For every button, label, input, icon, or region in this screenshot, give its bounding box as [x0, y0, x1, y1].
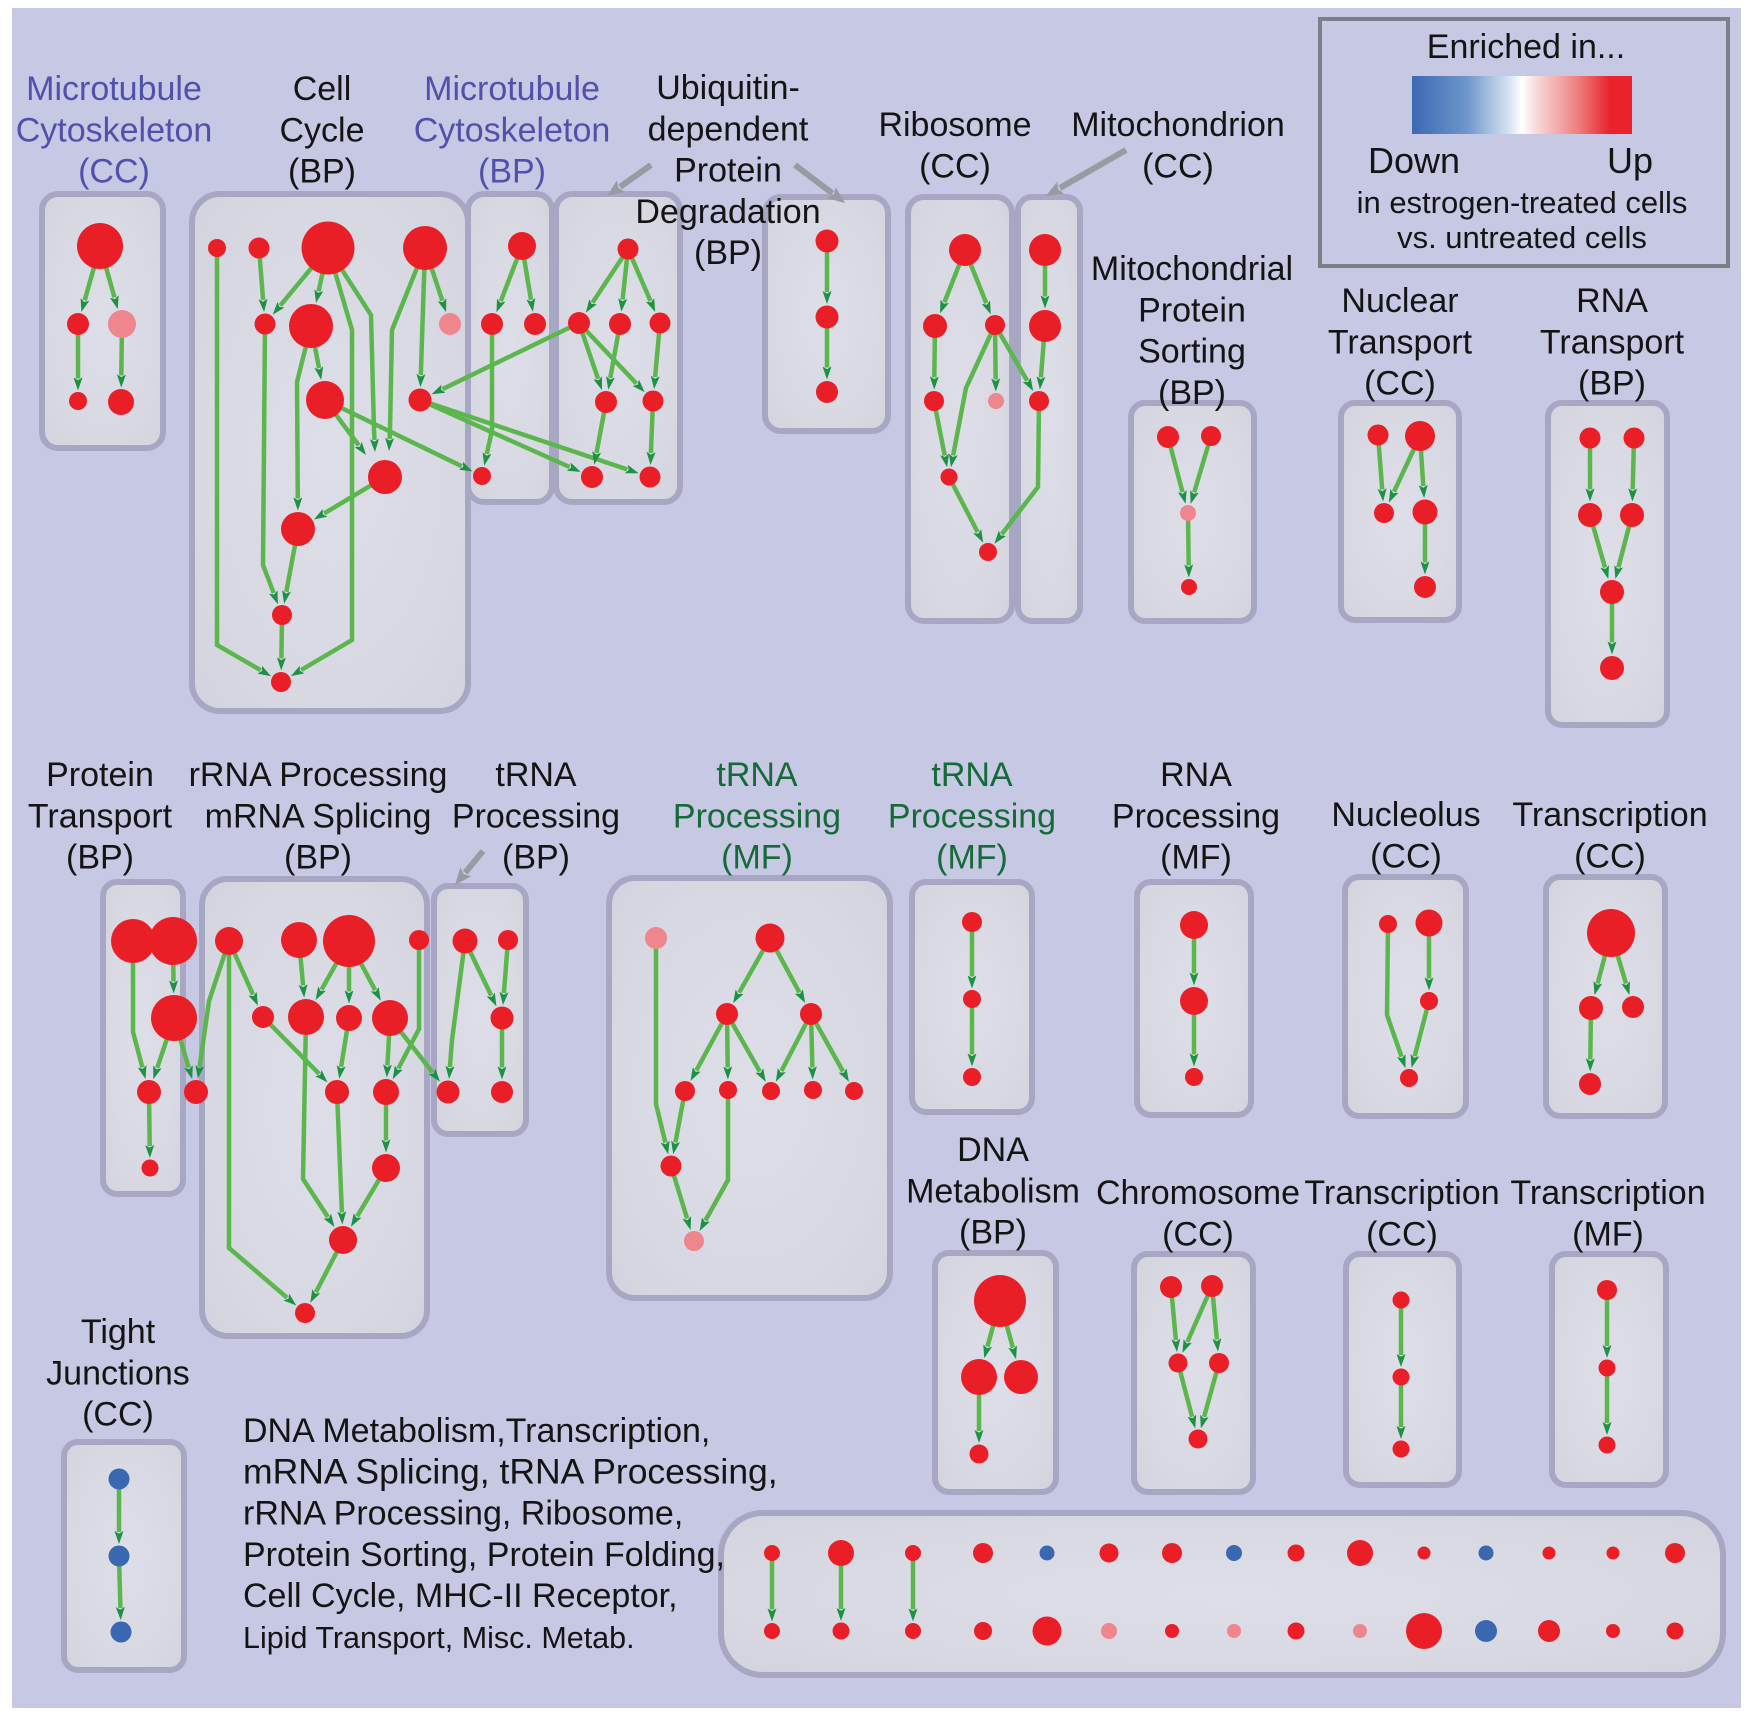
svg-text:Mitochondrion: Mitochondrion [1071, 106, 1285, 144]
svg-text:(BP): (BP) [502, 839, 570, 877]
svg-text:Transcription: Transcription [1512, 796, 1707, 834]
svg-text:(CC): (CC) [82, 1396, 154, 1434]
svg-text:Transport: Transport [1328, 323, 1473, 361]
svg-text:vs. untreated cells: vs. untreated cells [1397, 220, 1647, 255]
svg-text:Cell: Cell [293, 70, 352, 108]
svg-text:(BP): (BP) [288, 153, 356, 191]
svg-text:Cell Cycle, MHC-II Receptor,: Cell Cycle, MHC-II Receptor, [243, 1577, 678, 1615]
svg-text:(CC): (CC) [1364, 365, 1436, 403]
svg-text:Chromosome: Chromosome [1096, 1174, 1300, 1212]
svg-text:(CC): (CC) [1162, 1215, 1234, 1253]
svg-text:(BP): (BP) [959, 1214, 1027, 1252]
svg-text:Tight: Tight [81, 1313, 156, 1351]
svg-text:Processing: Processing [1112, 797, 1280, 835]
svg-text:Processing: Processing [673, 797, 841, 835]
svg-text:Microtubule: Microtubule [26, 70, 202, 108]
svg-text:RNA: RNA [1576, 282, 1648, 320]
svg-text:Mitochondrial: Mitochondrial [1091, 250, 1293, 288]
svg-text:Degradation: Degradation [635, 193, 820, 231]
svg-text:(MF): (MF) [1572, 1215, 1644, 1253]
svg-text:Sorting: Sorting [1138, 333, 1246, 371]
svg-text:Transcription: Transcription [1510, 1174, 1705, 1212]
svg-text:Microtubule: Microtubule [424, 70, 600, 108]
svg-text:Protein: Protein [674, 152, 782, 190]
svg-text:Protein: Protein [46, 756, 154, 794]
svg-text:(BP): (BP) [694, 234, 762, 272]
svg-text:(MF): (MF) [721, 839, 793, 877]
svg-text:Cycle: Cycle [279, 111, 364, 149]
svg-text:Transport: Transport [28, 797, 173, 835]
svg-text:in estrogen-treated cells: in estrogen-treated cells [1357, 185, 1688, 220]
svg-text:mRNA Splicing: mRNA Splicing [205, 797, 432, 835]
svg-text:(MF): (MF) [1160, 839, 1232, 877]
svg-text:(BP): (BP) [284, 839, 352, 877]
svg-text:Cytoskeleton: Cytoskeleton [414, 111, 611, 149]
svg-text:(CC): (CC) [1574, 837, 1646, 875]
svg-text:tRNA: tRNA [931, 756, 1013, 794]
svg-text:Metabolism: Metabolism [906, 1172, 1080, 1210]
svg-text:Transport: Transport [1540, 323, 1685, 361]
svg-text:Processing: Processing [452, 797, 620, 835]
svg-text:(BP): (BP) [478, 153, 546, 191]
svg-text:mRNA Splicing, tRNA Processing: mRNA Splicing, tRNA Processing, [243, 1451, 778, 1491]
svg-text:Cytoskeleton: Cytoskeleton [16, 111, 213, 149]
svg-text:(CC): (CC) [919, 147, 991, 185]
svg-text:Enriched in...: Enriched in... [1427, 28, 1625, 66]
svg-text:rRNA Processing, Ribosome,: rRNA Processing, Ribosome, [243, 1495, 683, 1533]
svg-text:Nucleolus: Nucleolus [1331, 796, 1480, 834]
svg-text:Ribosome: Ribosome [878, 106, 1031, 144]
svg-text:(CC): (CC) [1366, 1215, 1438, 1253]
svg-text:(BP): (BP) [66, 839, 134, 877]
svg-text:(BP): (BP) [1578, 365, 1646, 403]
svg-text:DNA: DNA [957, 1131, 1029, 1169]
svg-text:RNA: RNA [1160, 756, 1232, 794]
svg-text:(CC): (CC) [78, 153, 150, 191]
svg-text:tRNA: tRNA [716, 756, 798, 794]
svg-text:Nuclear: Nuclear [1341, 282, 1458, 320]
svg-text:(CC): (CC) [1370, 837, 1442, 875]
svg-text:dependent: dependent [648, 110, 809, 148]
svg-text:Protein Sorting, Protein Foldi: Protein Sorting, Protein Folding, [243, 1536, 725, 1574]
svg-text:Protein: Protein [1138, 291, 1246, 329]
svg-text:(BP): (BP) [1158, 374, 1226, 412]
svg-text:DNA Metabolism,Transcription,: DNA Metabolism,Transcription, [243, 1412, 710, 1450]
svg-text:Processing: Processing [888, 797, 1056, 835]
svg-text:Ubiquitin-: Ubiquitin- [656, 69, 800, 107]
svg-text:Transcription: Transcription [1304, 1174, 1499, 1212]
svg-text:Junctions: Junctions [46, 1354, 190, 1392]
svg-text:Down: Down [1368, 140, 1460, 181]
svg-text:(CC): (CC) [1142, 147, 1214, 185]
svg-text:Lipid Transport, Misc. Metab.: Lipid Transport, Misc. Metab. [243, 1621, 635, 1655]
svg-text:tRNA: tRNA [495, 756, 577, 794]
svg-text:(MF): (MF) [936, 839, 1008, 877]
svg-text:rRNA Processing: rRNA Processing [189, 756, 448, 794]
svg-text:Up: Up [1607, 140, 1653, 181]
